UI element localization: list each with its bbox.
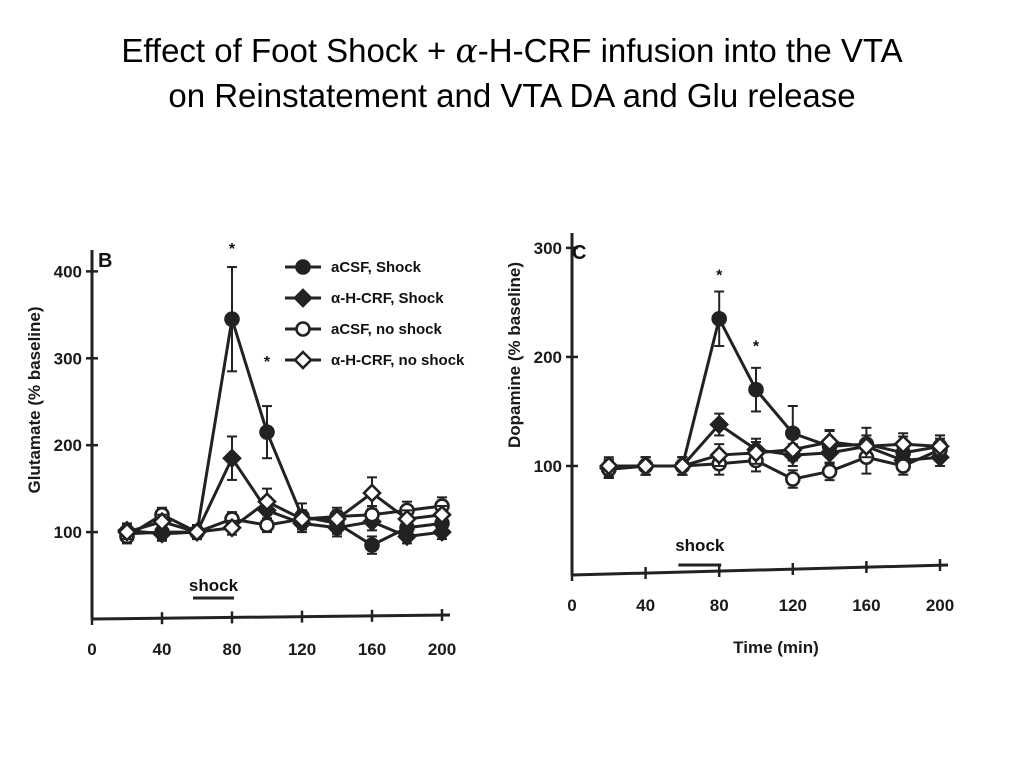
data-point (364, 537, 380, 553)
series-line (126, 491, 443, 534)
data-point (709, 445, 730, 465)
x-tick-label: 0 (567, 596, 576, 615)
y-axis-label: Dopamine (% baseline) (505, 262, 524, 448)
data-point (784, 471, 801, 487)
legend-item: aCSF, Shock (285, 259, 422, 276)
y-axis-label: Glutamate (% baseline) (25, 306, 44, 493)
data-point (224, 311, 240, 327)
x-axis-line (91, 613, 451, 621)
legend-marker (293, 288, 313, 308)
dopamine-chart: 100 200 300 0 40 80 120 160 200 Dopamine (% basel… (505, 233, 954, 657)
y-tick-label: 200 (54, 436, 82, 455)
y-tick-label: 300 (54, 349, 82, 368)
series-line (608, 314, 941, 471)
data-point (222, 517, 242, 538)
data-point (893, 434, 914, 454)
legend-item: aCSF, no shock (285, 321, 443, 338)
panel-label: C (572, 242, 586, 264)
data-point (152, 523, 172, 544)
data-point (327, 509, 347, 529)
significance-star: * (264, 354, 271, 371)
data-point (222, 448, 242, 469)
shock-label: shock (189, 576, 239, 595)
series-group (117, 476, 452, 542)
x-tick-label: 120 (779, 596, 807, 615)
x-tick-label: 200 (926, 596, 954, 615)
data-point (432, 504, 452, 525)
significance-star: * (716, 268, 723, 285)
data-point (748, 381, 764, 398)
legend-label: α-H-CRF, Shock (331, 290, 444, 307)
shock-label: shock (675, 536, 725, 555)
glutamate-chart: 100 200 300 400 0 40 80 120 160 200 Glutamate (% b… (25, 241, 465, 659)
data-point (397, 526, 417, 547)
x-tick-label: 40 (636, 596, 655, 615)
data-point (598, 456, 619, 476)
y-tick-label: 200 (534, 348, 562, 367)
data-point (187, 522, 207, 542)
panel-label: B (98, 250, 112, 272)
title-line-1-end: -H-CRF infusion into the VTA (477, 32, 903, 69)
x-axis-line (571, 563, 949, 577)
data-point (709, 414, 730, 435)
title-line-1: Effect of Foot Shock + α-H-CRF infusion … (0, 28, 1024, 73)
data-point (362, 483, 382, 503)
data-point (397, 509, 417, 529)
significance-star: * (229, 241, 236, 258)
legend-marker (295, 321, 311, 337)
y-tick-label: 300 (534, 239, 562, 258)
data-point (152, 511, 172, 532)
x-tick-label: 120 (288, 640, 316, 659)
slide-title: Effect of Foot Shock + α-H-CRF infusion … (0, 28, 1024, 118)
data-point (259, 517, 275, 533)
data-point (711, 310, 727, 327)
alpha-symbol: α (455, 31, 478, 70)
x-tick-label: 80 (223, 640, 242, 659)
series-line (126, 455, 443, 538)
legend-item: α-H-CRF, no shock (285, 350, 465, 370)
legend-item: α-H-CRF, Shock (285, 288, 444, 308)
legend-label: aCSF, no shock (331, 321, 443, 338)
data-point (819, 432, 840, 452)
data-point (364, 506, 380, 523)
data-point (117, 522, 137, 542)
y-tick-label: 400 (54, 262, 82, 281)
y-tick-label: 100 (54, 523, 82, 542)
significance-star: * (753, 338, 760, 355)
title-line-2: on Reinstatement and VTA DA and Glu rele… (168, 77, 856, 114)
data-point (432, 522, 452, 542)
data-point (257, 491, 277, 512)
data-point (259, 424, 275, 440)
data-point (821, 463, 838, 480)
x-axis-label: Time (min) (733, 638, 819, 657)
series-group (598, 430, 950, 476)
data-point (672, 456, 693, 476)
y-tick-label: 100 (534, 457, 562, 476)
x-tick-label: 40 (153, 640, 172, 659)
legend-label: aCSF, Shock (331, 259, 422, 276)
series-line (608, 440, 941, 468)
legend-marker (295, 259, 311, 275)
title-line-1-start: Effect of Foot Shock + (121, 32, 456, 69)
x-tick-label: 160 (852, 596, 880, 615)
data-point (746, 443, 766, 463)
data-point (856, 436, 877, 457)
data-point (782, 439, 803, 460)
x-tick-label: 80 (710, 596, 729, 615)
data-point (292, 509, 312, 529)
x-tick-label: 160 (358, 640, 386, 659)
data-point (895, 458, 912, 474)
data-point (930, 436, 950, 457)
legend-marker (293, 350, 313, 370)
series-line (126, 504, 443, 538)
x-tick-label: 200 (428, 640, 456, 659)
x-tick-label: 0 (87, 640, 96, 659)
legend-label: α-H-CRF, no shock (331, 352, 465, 369)
data-point (635, 456, 656, 476)
